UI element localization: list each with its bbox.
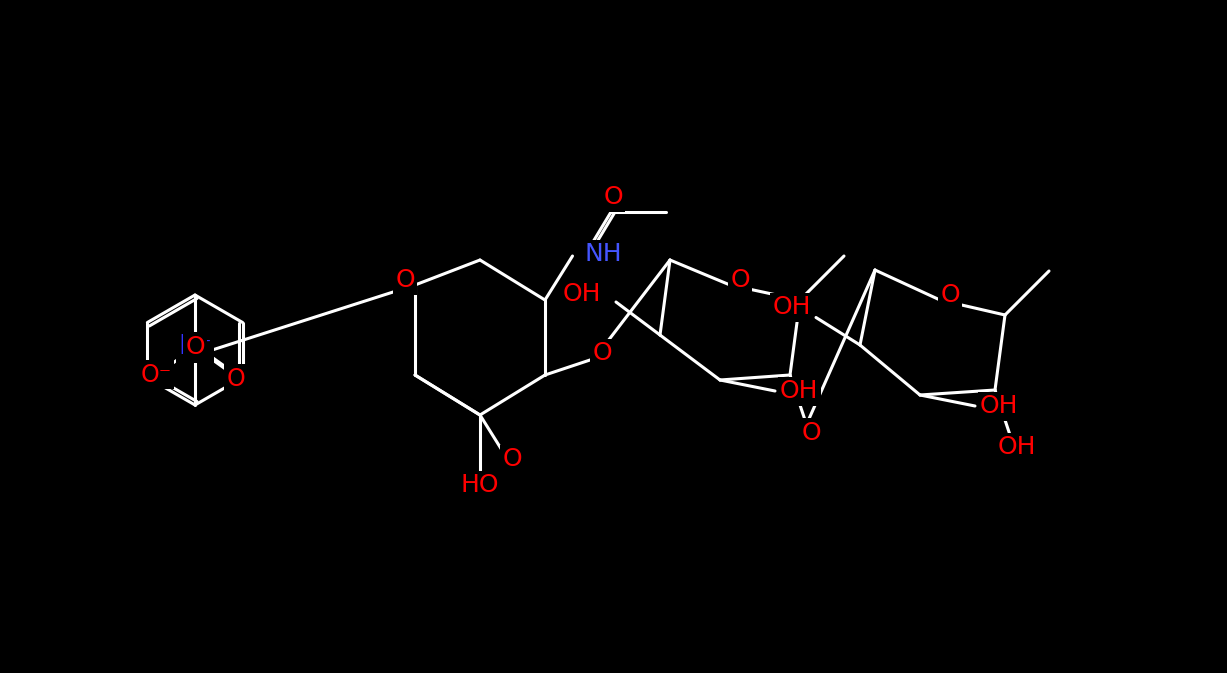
Text: O⁻: O⁻	[141, 363, 172, 387]
Text: OH: OH	[773, 295, 811, 320]
Text: O: O	[503, 447, 523, 471]
Text: OH: OH	[998, 435, 1036, 460]
Text: OH: OH	[562, 282, 601, 306]
Text: OH: OH	[980, 394, 1018, 418]
Text: O: O	[395, 268, 415, 292]
Text: O: O	[801, 421, 821, 444]
Text: O: O	[940, 283, 960, 307]
Text: N⁺: N⁺	[178, 334, 212, 360]
Text: HO: HO	[461, 473, 499, 497]
Text: O: O	[730, 268, 750, 292]
Text: O: O	[226, 367, 245, 391]
Text: OH: OH	[780, 379, 818, 403]
Text: O: O	[604, 185, 623, 209]
Text: O: O	[593, 341, 612, 365]
Text: NH: NH	[584, 242, 622, 266]
Text: O: O	[185, 336, 205, 359]
